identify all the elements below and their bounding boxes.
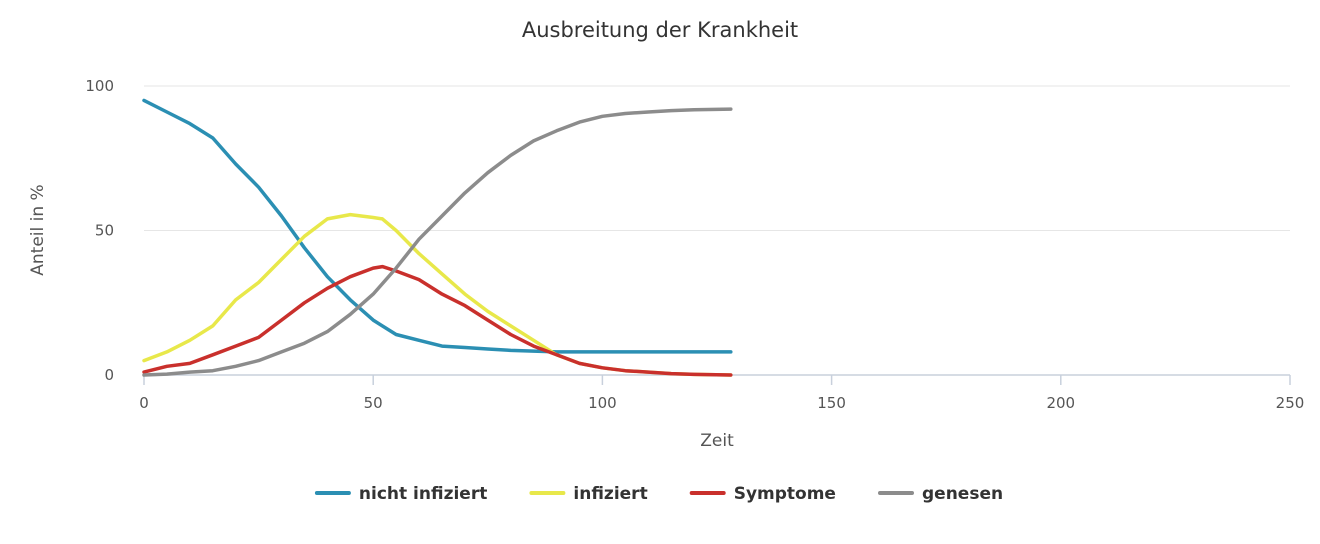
series-line-3 [142, 107, 733, 377]
legend: nicht infiziert infiziert Symptome genesen [314, 484, 1003, 504]
legend-label: genesen [922, 484, 1003, 504]
legend-label: infiziert [573, 484, 647, 504]
y-tick-label: 0 [104, 366, 114, 384]
legend-item[interactable]: infiziert [529, 484, 648, 504]
chart-title: Ausbreitung der Krankheit [522, 18, 798, 42]
legend-item[interactable]: Symptome [689, 484, 836, 504]
legend-label: nicht infiziert [359, 484, 487, 504]
series-group [142, 98, 733, 377]
x-tick-label: 200 [1046, 394, 1075, 412]
x-tick-label: 250 [1276, 394, 1305, 412]
legend-item[interactable]: nicht infiziert [314, 484, 487, 504]
x-tick-label: 50 [364, 394, 383, 412]
series-line-0 [142, 98, 733, 354]
y-tick-label: 50 [95, 222, 114, 240]
legend-item[interactable]: genesen [878, 484, 1003, 504]
series-line-2 [142, 264, 733, 377]
legend-label: Symptome [734, 484, 836, 504]
y-axis-title: Anteil in % [28, 184, 48, 275]
y-tick-label: 100 [85, 77, 114, 95]
axes: 0 50 100 0 50 100 150 200 250 [85, 77, 1304, 412]
grid-lines [144, 85, 1290, 231]
x-tick-label: 150 [817, 394, 846, 412]
x-axis-title: Zeit [700, 431, 734, 451]
x-tick-label: 100 [588, 394, 617, 412]
x-tick-label: 0 [139, 394, 149, 412]
